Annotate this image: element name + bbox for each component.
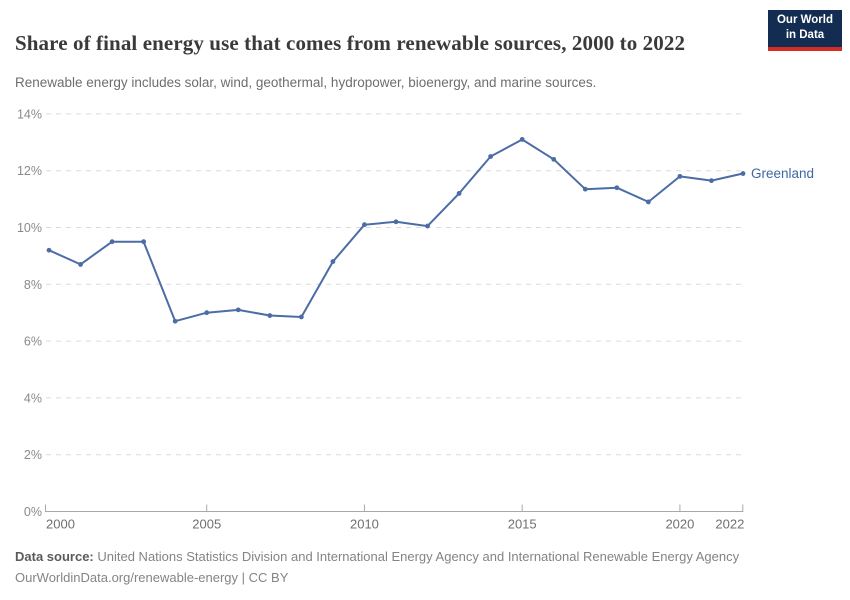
- chart-footer: Data source: United Nations Statistics D…: [15, 547, 835, 588]
- x-axis-tick-label: 2010: [350, 517, 379, 532]
- data-point: [456, 191, 462, 196]
- x-axis-tick-label: 2022: [715, 517, 744, 532]
- y-axis-tick-label: 0%: [24, 505, 42, 519]
- owid-logo: Our World in Data: [768, 10, 842, 51]
- data-point: [172, 318, 178, 324]
- y-axis-tick-label: 6%: [24, 335, 42, 349]
- x-axis-tick-label: 2015: [508, 517, 537, 532]
- series-label-greenland[interactable]: Greenland: [751, 166, 814, 181]
- y-axis-tick-label: 8%: [24, 278, 42, 292]
- license-link-line[interactable]: OurWorldinData.org/renewable-energy | CC…: [15, 569, 289, 585]
- data-point: [645, 199, 651, 205]
- data-point: [551, 156, 557, 162]
- data-point: [109, 239, 115, 245]
- line-chart: 0% 2% 4% 6% 8% 10% 12% 14% 2000 2005 2010 2015 2020 2…: [17, 107, 814, 532]
- y-axis-tick-label: 14%: [17, 107, 42, 121]
- owid-logo-line2: in Data: [785, 28, 825, 41]
- y-axis-tick-label: 4%: [24, 391, 42, 405]
- data-point: [267, 313, 273, 318]
- data-point: [582, 186, 588, 192]
- data-point: [488, 154, 494, 159]
- data-point: [330, 259, 336, 264]
- data-point: [235, 307, 241, 313]
- data-point: [46, 247, 52, 253]
- x-axis-tick-label: 2000: [46, 517, 75, 532]
- y-axis-tick-label: 12%: [17, 164, 42, 178]
- data-point: [740, 171, 746, 176]
- data-point: [393, 219, 399, 225]
- data-source-line: Data source: United Nations Statistics D…: [15, 547, 835, 568]
- data-point: [298, 314, 304, 320]
- chart-subtitle: Renewable energy includes solar, wind, g…: [15, 75, 597, 90]
- data-point: [677, 173, 683, 179]
- data-point: [362, 222, 367, 228]
- y-axis-tick-label: 2%: [24, 448, 42, 462]
- trend-line: [48, 138, 744, 323]
- data-point: [519, 137, 525, 142]
- data-point: [78, 262, 83, 267]
- data-point: [614, 185, 620, 191]
- data-point: [709, 178, 714, 184]
- data-source-label: Data source:: [15, 549, 94, 564]
- data-point: [141, 239, 147, 245]
- x-axis-tick-label: 2020: [665, 517, 694, 532]
- data-point: [425, 223, 430, 229]
- data-source-text: United Nations Statistics Division and I…: [93, 549, 740, 564]
- x-axis-tick-label: 2005: [192, 517, 221, 532]
- page-title: Share of final energy use that comes fro…: [15, 31, 686, 56]
- owid-logo-line1: Our World: [776, 14, 833, 26]
- data-point: [204, 310, 210, 316]
- y-axis-tick-label: 10%: [17, 221, 42, 235]
